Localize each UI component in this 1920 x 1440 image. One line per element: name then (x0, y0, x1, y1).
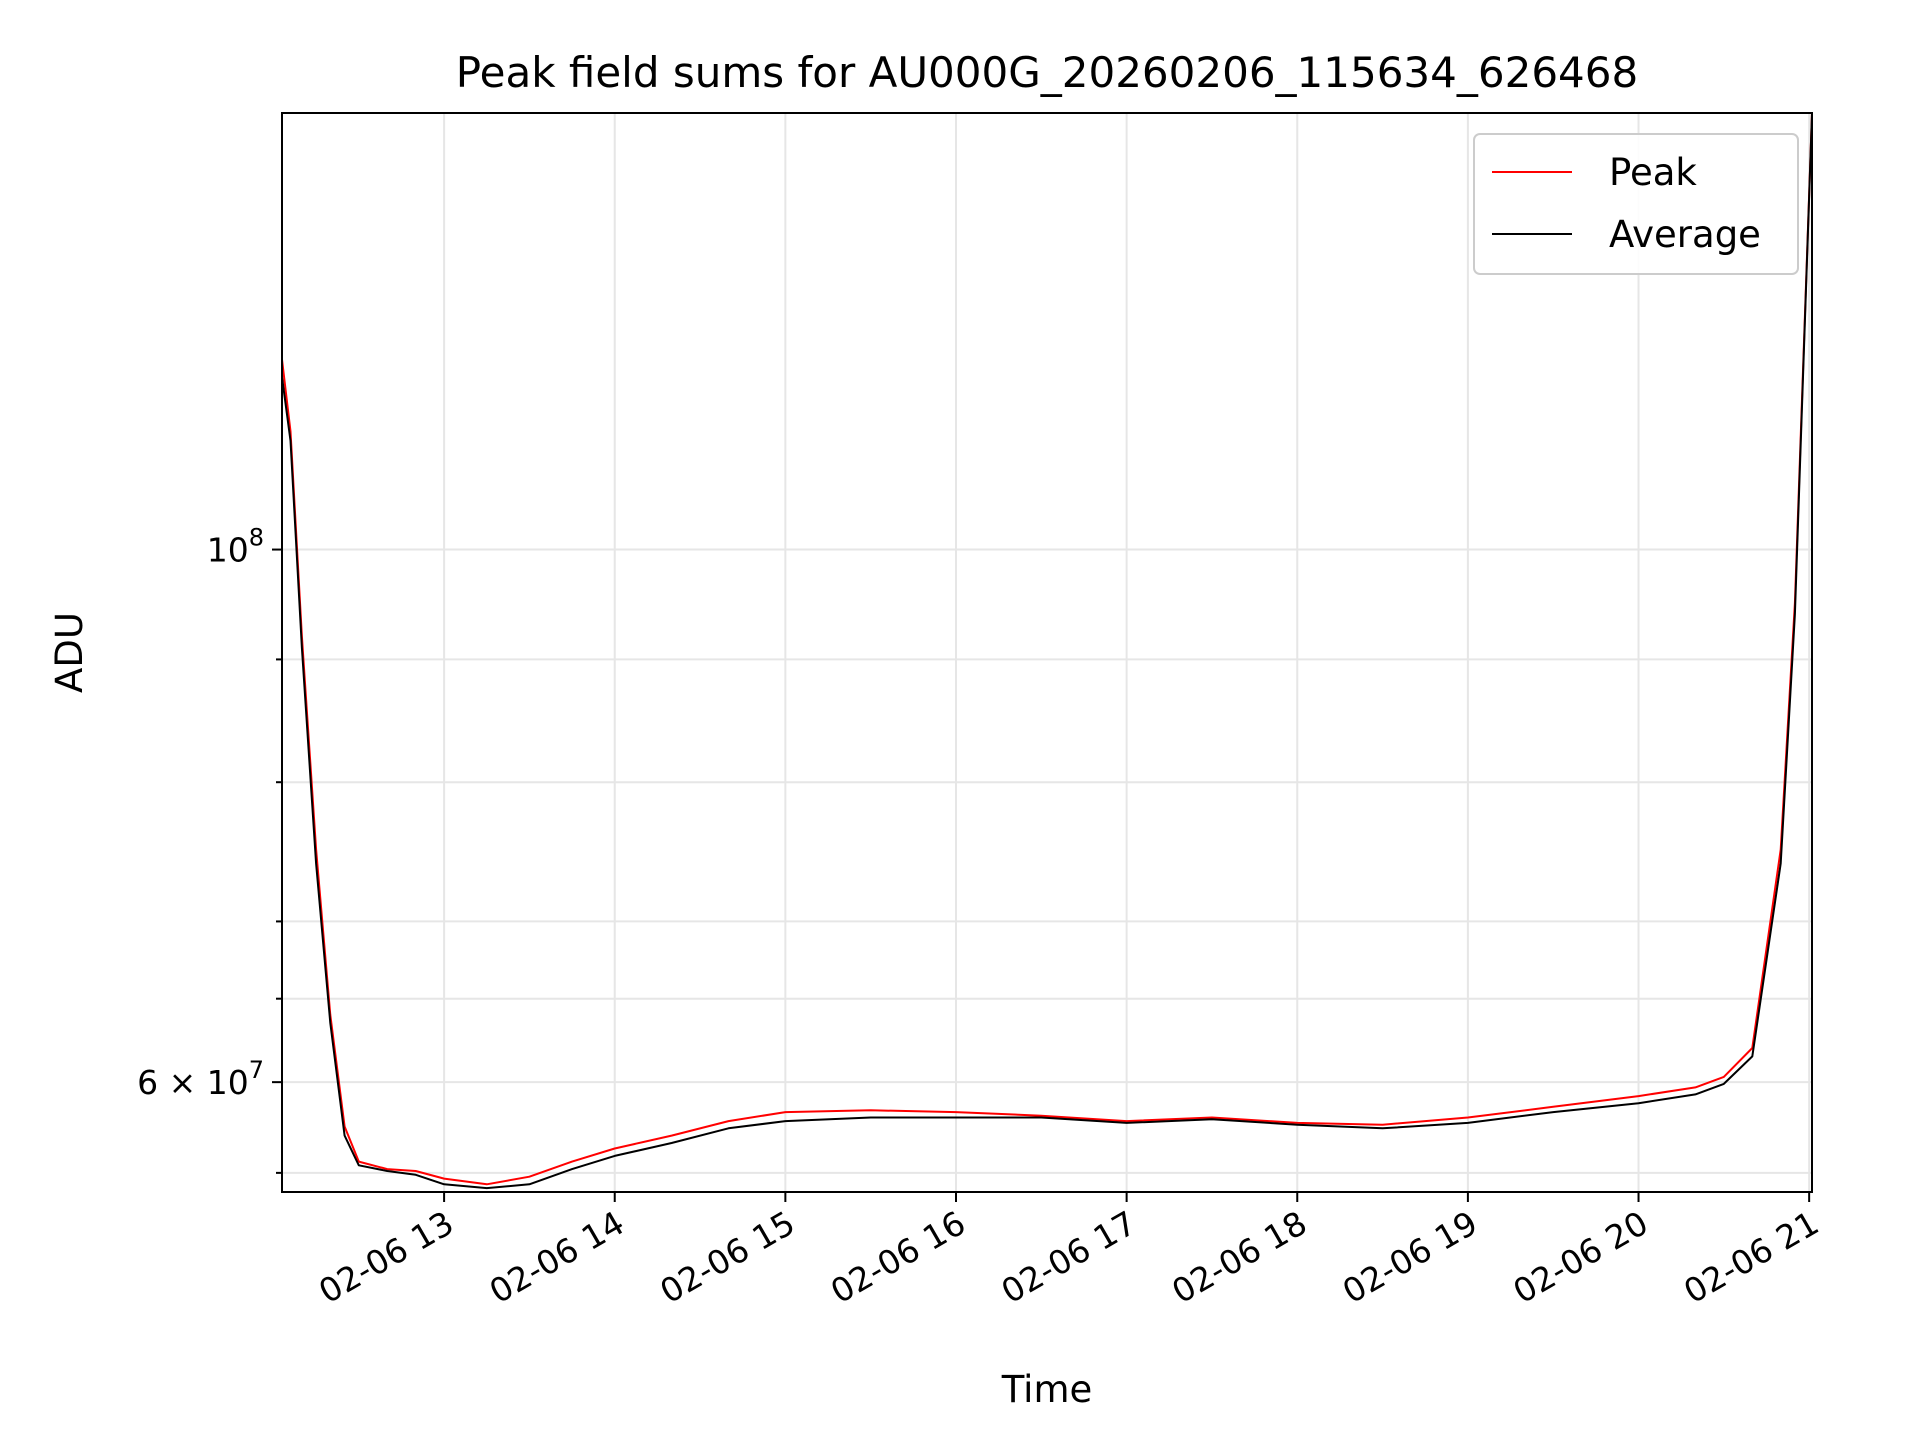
y-tick-base: 10 (207, 1063, 249, 1102)
legend-label-average: Average (1609, 213, 1761, 256)
x-axis-label: Time (1001, 1368, 1093, 1411)
y-tick-label: 6 × 107 (137, 1056, 264, 1102)
series-layer (281, 112, 1813, 1190)
series-line-peak (281, 112, 1813, 1186)
y-tick-label: 108 (207, 524, 264, 570)
chart-title: Peak field sums for AU000G_20260206_1156… (456, 48, 1638, 97)
series-line-average (281, 112, 1813, 1190)
grid (282, 113, 1812, 1192)
legend-label-peak: Peak (1609, 151, 1697, 194)
y-tick-exponent: 8 (249, 524, 264, 552)
y-tick-mantissa: 6 × (137, 1063, 207, 1102)
legend: Peak Average (1473, 133, 1799, 275)
y-axis-label: ADU (48, 612, 91, 693)
legend-box (1473, 133, 1799, 275)
y-tick-base: 10 (207, 531, 249, 570)
plot-frame (281, 112, 1813, 1193)
y-tick-exponent: 7 (249, 1056, 264, 1084)
